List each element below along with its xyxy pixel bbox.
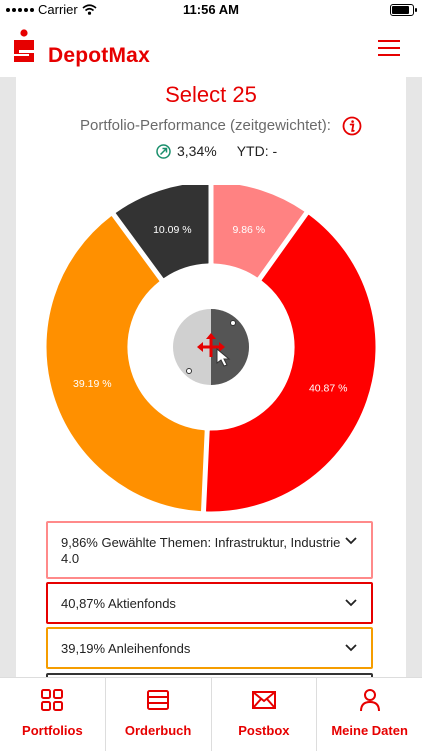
person-icon — [359, 689, 380, 712]
portfolio-card: Select 25 Portfolio-Performance (zeitgew… — [16, 77, 406, 677]
book-icon — [147, 690, 170, 710]
accordion-themen[interactable]: 9,86% Gewählte Themen: Infrastruktur, In… — [46, 521, 373, 579]
accordion-aktienfonds[interactable]: 40,87% Aktienfonds — [46, 582, 373, 624]
nav-meine-daten[interactable]: Meine Daten — [317, 678, 422, 751]
donut-slice-label-1: 40.87 % — [309, 382, 348, 394]
donut-slice-label-2: 39.19 % — [73, 378, 112, 390]
status-time: 11:56 AM — [183, 2, 239, 17]
nav-orderbuch[interactable]: Orderbuch — [106, 678, 212, 751]
allocation-donut-chart[interactable]: 9.86 % 40.87 % 39.19 % 10.09 % — [16, 185, 406, 513]
brand-title: DepotMax — [48, 44, 150, 67]
donut-slice-3[interactable] — [115, 185, 209, 279]
nav-postbox[interactable]: Postbox — [212, 678, 318, 751]
sparkasse-logo-icon — [14, 29, 34, 62]
ytd-value: YTD: - — [236, 143, 278, 159]
bottom-nav: Portfolios Orderbuch Postbox Meine Daten — [0, 677, 422, 751]
wifi-icon — [82, 4, 97, 15]
chevron-down-icon — [345, 599, 357, 607]
performance-value: 3,34% — [177, 143, 217, 159]
drag-rotate-hand-icon — [173, 309, 249, 385]
status-bar: Carrier 11:56 AM — [0, 0, 422, 20]
grid-icon — [41, 689, 64, 711]
donut-slice-1[interactable] — [206, 214, 376, 512]
envelope-icon — [251, 691, 276, 709]
accordion-other[interactable] — [46, 673, 373, 677]
chevron-down-icon — [345, 644, 357, 652]
nav-portfolios[interactable]: Portfolios — [0, 678, 106, 751]
donut-slice-label-3: 10.09 % — [153, 224, 192, 236]
nav-meine-daten-label: Meine Daten — [331, 723, 408, 738]
nav-portfolios-label: Portfolios — [22, 723, 83, 738]
accordion-anleihenfonds-label: 39,19% Anleihenfonds — [61, 641, 191, 656]
battery-icon — [390, 4, 417, 16]
carrier-name: Carrier — [38, 2, 78, 17]
performance-label: Portfolio-Performance (zeitgewichtet): — [80, 117, 331, 134]
hamburger-menu-icon[interactable] — [378, 40, 400, 58]
chevron-down-icon — [345, 537, 357, 545]
performance-row: 3,34% YTD: - — [156, 143, 277, 159]
info-icon[interactable] — [342, 116, 362, 136]
nav-orderbuch-label: Orderbuch — [124, 723, 192, 738]
accordion-aktienfonds-label: 40,87% Aktienfonds — [61, 596, 176, 611]
donut-slice-0[interactable] — [213, 185, 305, 278]
carrier-info: Carrier — [6, 2, 97, 17]
accordion-anleihenfonds[interactable]: 39,19% Anleihenfonds — [46, 627, 373, 669]
nav-postbox-label: Postbox — [238, 723, 290, 738]
accordion-themen-label: 9,86% Gewählte Themen: Infrastruktur, In… — [61, 535, 341, 566]
trend-up-icon — [156, 143, 171, 159]
donut-slice-label-0: 9.86 % — [232, 224, 265, 236]
signal-icon — [6, 7, 34, 12]
donut-slice-2[interactable] — [46, 216, 205, 512]
app-header: DepotMax — [0, 20, 422, 77]
portfolio-title: Select 25 — [165, 82, 257, 107]
